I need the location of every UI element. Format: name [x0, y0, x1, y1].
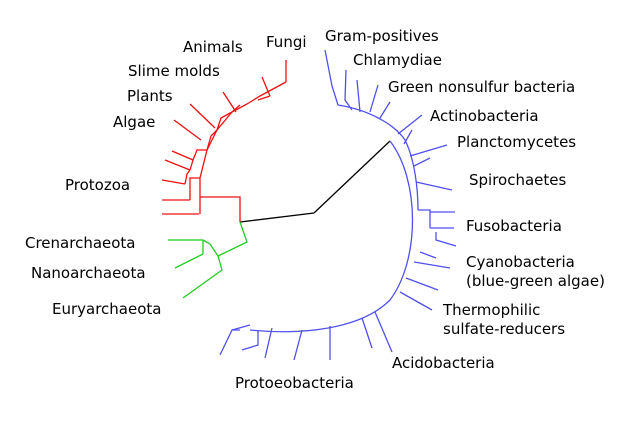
- algae-branch: [173, 119, 202, 141]
- green-nonsulfur-branch: [369, 84, 379, 113]
- label-algae: Algae: [113, 113, 156, 131]
- proteobacteria-branch-2: [293, 329, 303, 361]
- proteobacteria-branch-5: [219, 329, 240, 356]
- plants-node: [216, 111, 233, 131]
- plants-branch: [189, 103, 216, 129]
- label-green-nonsulfur-bacteria: Green nonsulfur bacteria: [388, 78, 576, 96]
- archaea-stem: [217, 221, 248, 257]
- label-cyanobacteria-sub: (blue-green algae): [466, 272, 605, 290]
- label-acidobacteria: Acidobacteria: [392, 354, 495, 372]
- fusobacteria-branch-4: [435, 232, 457, 247]
- animals-branch: [261, 76, 271, 97]
- planctomycetes-sub-branch: [413, 157, 431, 167]
- acidobacteria-branch: [374, 311, 393, 353]
- label-crenarchaeota: Crenarchaeota: [25, 234, 136, 252]
- protozoa-node-b: [189, 159, 194, 171]
- label-gram-positives: Gram-positives: [325, 27, 439, 45]
- bacteria-inner-arc-top: [337, 104, 419, 211]
- chlamydiae-sub-branch: [356, 79, 361, 113]
- bacteria-clade: [219, 49, 457, 361]
- cyanobacteria-sub-branch: [419, 251, 437, 259]
- actinobacteria-branch: [397, 114, 423, 135]
- archaea-clade: [168, 221, 248, 299]
- planctomycetes-branch: [409, 144, 448, 157]
- acidobacteria-sub-branch: [361, 317, 373, 349]
- label-fusobacteria: Fusobacteria: [466, 217, 562, 235]
- label-fungi: Fungi: [266, 33, 307, 51]
- label-slime-molds: Slime molds: [128, 62, 220, 80]
- cyanobacteria-branch: [413, 261, 451, 269]
- green-nonsulfur-sub-branch: [379, 101, 391, 119]
- protozoa-node-a: [192, 149, 207, 161]
- eukaryota-clade: [161, 60, 287, 222]
- nanoarchaeota-branch: [174, 253, 204, 269]
- root-to-bacteria: [313, 140, 391, 214]
- protozoa-branch-1: [171, 150, 194, 161]
- slime-molds-node: [231, 104, 241, 113]
- protozoa-branch-3: [161, 179, 186, 185]
- label-nanoarchaeota: Nanoarchaeota: [31, 264, 146, 282]
- proteobacteria-branch-4: [241, 330, 259, 351]
- label-protoeobacteria: Protoeobacteria: [235, 374, 354, 392]
- eukaryota-arc: [200, 196, 241, 222]
- actinobacteria-sub-branch: [403, 129, 413, 145]
- thermophilic-branch: [405, 277, 439, 291]
- euryarchaeota-branch: [182, 255, 223, 299]
- slime-molds-branch: [222, 91, 237, 113]
- label-chlamydiae: Chlamydiae: [353, 51, 442, 69]
- label-sulfate-reducers: sulfate-reducers: [443, 320, 566, 338]
- crenarchaeota-node: [202, 239, 219, 257]
- protozoa-node-c: [184, 169, 191, 185]
- label-actinobacteria: Actinobacteria: [430, 107, 539, 125]
- root-to-eukaryota-archaea: [239, 212, 315, 223]
- thermophilic-sub-branch: [399, 291, 433, 311]
- label-cyanobacteria: Cyanobacteria: [466, 253, 575, 271]
- label-animals: Animals: [183, 38, 243, 56]
- label-spirochaetes: Spirochaetes: [469, 171, 567, 189]
- label-euryarchaeota: Euryarchaeota: [52, 300, 162, 318]
- label-protozoa: Protozoa: [65, 176, 131, 194]
- gram-positives-branch: [324, 49, 339, 106]
- label-thermophilic: Thermophilic: [443, 301, 541, 319]
- proteobacteria-branch-3: [264, 327, 273, 359]
- label-plants: Plants: [127, 87, 173, 105]
- fungi-node: [246, 81, 287, 105]
- algae-node: [206, 129, 218, 151]
- spirochaetes-branch: [415, 181, 453, 191]
- animals-fungi-node: [257, 95, 271, 101]
- bacteria-outer-arc: [249, 140, 414, 333]
- proteobacteria-node: [231, 324, 251, 331]
- chlamydiae-branch: [344, 69, 353, 111]
- root-branches: [239, 140, 391, 223]
- fusobacteria-branch-1: [418, 209, 431, 228]
- protozoa-node-d: [189, 177, 200, 200]
- protozoa-branch-2: [164, 159, 191, 171]
- label-planctomycetes: Planctomycetes: [457, 133, 577, 151]
